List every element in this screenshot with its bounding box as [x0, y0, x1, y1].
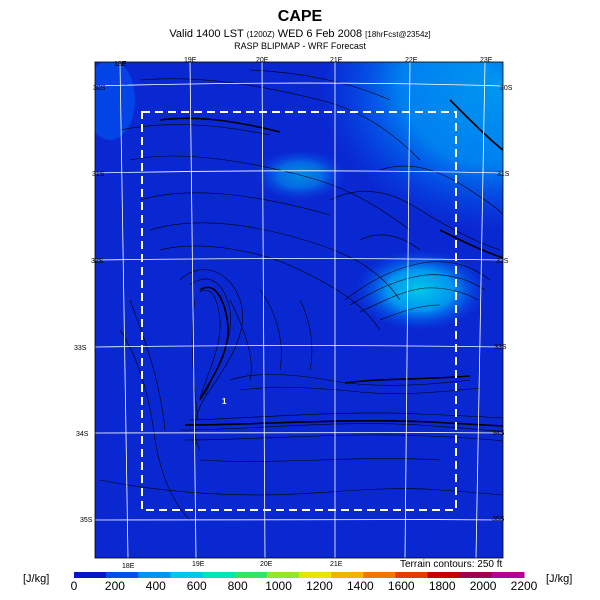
- colorbar-swatch: [363, 572, 396, 578]
- terrain-contour-note: Terrain contours: 250 ft: [400, 559, 503, 570]
- lat-label-right: 32S: [496, 258, 509, 265]
- map-title: CAPE: [277, 8, 323, 25]
- lon-label-bottom: 20E: [260, 561, 273, 568]
- colorbar-tick-label: 1400: [347, 579, 374, 593]
- lat-label-right: 31S: [497, 171, 510, 178]
- forecast-run: [18hrFcst@2354z]: [365, 30, 431, 39]
- lon-label-top: 22E: [405, 57, 418, 64]
- colorbar-swatch: [331, 572, 364, 578]
- colorbar-swatch: [74, 572, 107, 578]
- lat-label-left: 30S: [93, 85, 106, 92]
- inner-domain-box: [141, 111, 457, 511]
- lat-label-right: 33S: [494, 344, 507, 351]
- map-frame: [94, 61, 504, 559]
- forecast-date: WED 6 Feb 2008: [277, 28, 363, 40]
- map-source: RASP BLIPMAP - WRF Forecast: [234, 41, 366, 51]
- colorbar-swatch: [427, 572, 461, 578]
- colorbar-tick-label: 1600: [388, 579, 415, 593]
- cape-field: [95, 62, 503, 558]
- lon-label-top: 19E: [184, 57, 197, 64]
- colorbar-tick-label: 1800: [429, 579, 456, 593]
- colorbar-swatch: [299, 572, 332, 578]
- colorbar-tick-label: 1200: [306, 579, 333, 593]
- colorbar-swatch: [202, 572, 236, 578]
- colorbar-swatch: [234, 572, 268, 578]
- colorbar-swatch: [395, 572, 429, 578]
- colorbar-swatch: [491, 572, 525, 578]
- colorbar-tick-label: 800: [228, 579, 248, 593]
- colorbar-tick-label: 200: [105, 579, 125, 593]
- lon-label-bottom: 18E: [122, 563, 135, 570]
- colorbar-tick-label: 600: [187, 579, 207, 593]
- colorbar-tick-label: 1000: [265, 579, 292, 593]
- colorbar-unit-left: [J/kg]: [23, 573, 50, 585]
- valid-time: Valid 1400 LST: [169, 28, 244, 40]
- lat-label-right: 34S: [492, 430, 505, 437]
- point-marker-label: 1: [222, 397, 227, 406]
- lat-lon-grid: [95, 62, 503, 558]
- colorbar-swatch: [266, 572, 300, 578]
- colorbar-swatch: [138, 572, 171, 578]
- lat-label-left: 35S: [80, 517, 93, 524]
- utc-time: (1200Z): [246, 30, 275, 39]
- terrain-contours: [99, 69, 503, 521]
- map-subtitle: Valid 1400 LST (1200Z) WED 6 Feb 2008 [1…: [0, 28, 600, 40]
- colorbar-tick-label: 2200: [511, 579, 538, 593]
- lat-label-left: 34S: [76, 431, 89, 438]
- colorbar-tick-label: 2000: [470, 579, 497, 593]
- colorbar-swatch: [459, 572, 493, 578]
- thick-contours: [159, 99, 503, 427]
- lat-label-right: 35S: [492, 516, 505, 523]
- colorbar-tick-label: 400: [146, 579, 166, 593]
- lon-label-top: 20E: [256, 57, 269, 64]
- lon-label-bottom: 19E: [192, 561, 205, 568]
- colorbar-tick-label: 0: [71, 579, 78, 593]
- colorbar-unit-right: [J/kg]: [546, 573, 573, 585]
- colorbar-swatch: [106, 572, 139, 578]
- colorbar-swatch: [170, 572, 204, 578]
- lat-label-right: 30S: [500, 85, 513, 92]
- lat-label-left: 33S: [74, 345, 87, 352]
- lat-label-left: 32S: [91, 258, 104, 265]
- lon-label-bottom: 21E: [330, 561, 343, 568]
- colorbar: 0 200 400 600 800 1000 1200 1400 1600 1800 2000 220…: [71, 572, 538, 593]
- lon-label-top: 23E: [480, 57, 493, 64]
- lat-label-left: 31S: [92, 171, 105, 178]
- lon-label-top: 18E: [114, 61, 127, 68]
- lon-label-top: 21E: [330, 57, 343, 64]
